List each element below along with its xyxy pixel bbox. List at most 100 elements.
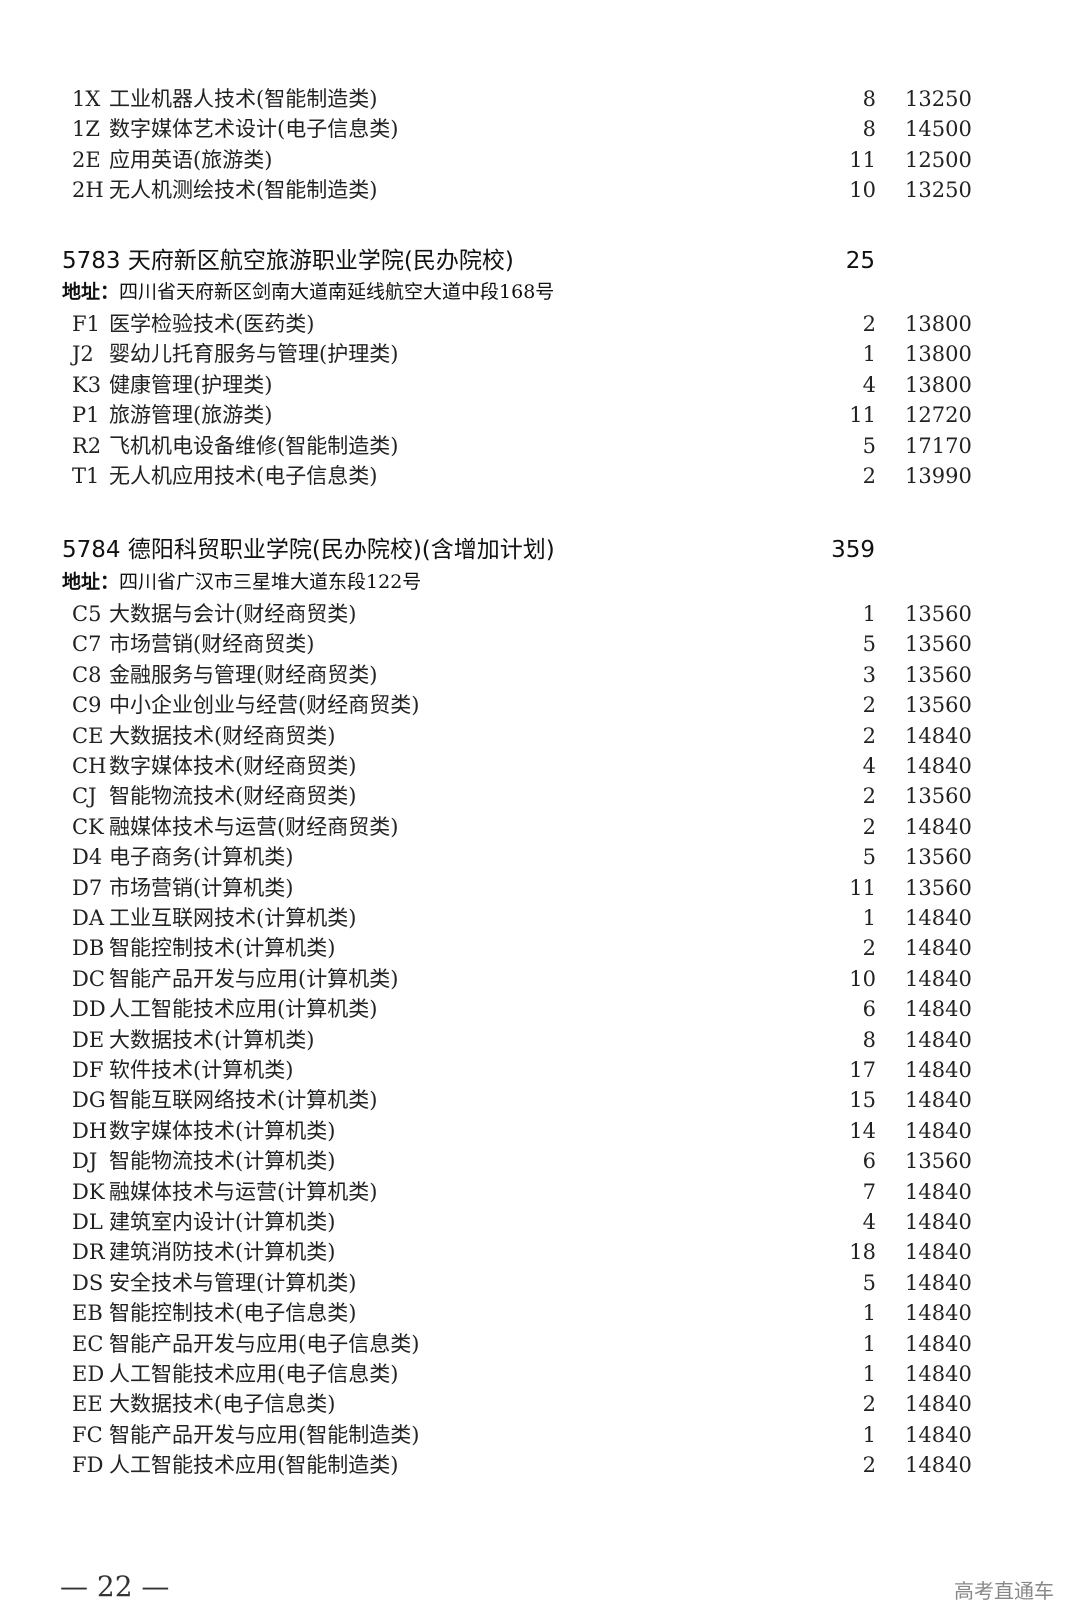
table-row: F1 医学检验技术(医药类) 2 13800 (0, 309, 1080, 339)
table-row: DH 数字媒体技术(计算机类) 14 14840 (0, 1116, 1080, 1146)
plan-count: 4 (862, 1210, 876, 1234)
major-code: DJ (72, 1149, 98, 1174)
table-row: C5 大数据与会计(财经商贸类) 1 13560 (0, 599, 1080, 629)
tuition-fee: 14840 (905, 814, 972, 839)
plan-count: 1 (862, 1301, 876, 1326)
tuition-fee: 13800 (905, 372, 972, 397)
table-row: P1 旅游管理(旅游类) 11 12720 (0, 400, 1080, 430)
major-name: 应用英语(旅游类) (109, 147, 273, 172)
tuition-fee: 14840 (905, 1179, 972, 1204)
plan-count: 17 (849, 1058, 876, 1082)
major-code: C9 (72, 693, 102, 718)
major-name: 建筑室内设计(计算机类) (109, 1210, 336, 1234)
plan-count: 2 (862, 936, 876, 961)
table-row: DD 人工智能技术应用(计算机类) 6 14840 (0, 994, 1080, 1024)
address-value: 四川省广汉市三星堆大道东段122号 (119, 571, 422, 593)
tuition-fee: 13250 (905, 178, 972, 203)
plan-count: 4 (862, 754, 876, 778)
table-row: C7 市场营销(财经商贸类) 5 13560 (0, 629, 1080, 659)
major-code: D7 (72, 875, 103, 900)
table-row: FC 智能产品开发与应用(智能制造类) 1 14840 (0, 1420, 1080, 1450)
table-row: DR 建筑消防技术(计算机类) 18 14840 (0, 1237, 1080, 1267)
plan-count: 6 (862, 1149, 876, 1174)
tuition-fee: 13560 (905, 632, 972, 657)
major-code: D4 (72, 845, 103, 870)
school-total: 25 (845, 248, 875, 274)
school-address: 地址：四川省广汉市三星堆大道东段122号 (62, 568, 421, 596)
address-value: 四川省天府新区剑南大道南延线航空大道中段168号 (119, 281, 555, 303)
major-name: 婴幼儿托育服务与管理(护理类) (109, 342, 399, 367)
plan-count: 1 (862, 342, 876, 367)
major-name: 大数据技术(计算机类) (109, 1027, 315, 1052)
table-row: CK 融媒体技术与运营(财经商贸类) 2 14840 (0, 812, 1080, 842)
major-code: C7 (72, 632, 102, 657)
table-row: DG 智能互联网络技术(计算机类) 15 14840 (0, 1085, 1080, 1115)
tuition-fee: 13560 (905, 602, 972, 626)
tuition-fee: 14840 (905, 1422, 972, 1447)
major-name: 大数据技术(电子信息类) (109, 1392, 336, 1417)
plan-count: 5 (862, 632, 876, 657)
major-code: 1Z (72, 117, 100, 142)
major-code: P1 (72, 403, 100, 428)
major-name: 无人机应用技术(电子信息类) (109, 464, 378, 488)
major-code: CE (72, 723, 104, 748)
plan-count: 5 (862, 1270, 876, 1295)
major-code: FC (72, 1422, 103, 1447)
major-name: 健康管理(护理类) (109, 372, 273, 397)
major-name: 电子商务(计算机类) (109, 845, 294, 870)
major-name: 安全技术与管理(计算机类) (109, 1270, 357, 1295)
major-name: 建筑消防技术(计算机类) (109, 1240, 336, 1265)
plan-count: 5 (862, 845, 876, 870)
plan-count: 8 (862, 1027, 876, 1052)
plan-count: 6 (862, 997, 876, 1022)
table-row: D4 电子商务(计算机类) 5 13560 (0, 842, 1080, 872)
tuition-fee: 14840 (905, 997, 972, 1022)
table-row: DJ 智能物流技术(计算机类) 6 13560 (0, 1146, 1080, 1176)
major-name: 中小企业创业与经营(财经商贸类) (109, 693, 420, 718)
major-name: 智能产品开发与应用(电子信息类) (109, 1331, 420, 1356)
plan-count: 2 (862, 1392, 876, 1417)
table-row: EC 智能产品开发与应用(电子信息类) 1 14840 (0, 1329, 1080, 1359)
tuition-fee: 12720 (905, 403, 972, 428)
plan-count: 2 (862, 312, 876, 336)
plan-count: 2 (862, 784, 876, 809)
tuition-fee: 13800 (905, 342, 972, 367)
tuition-fee: 14840 (905, 1362, 972, 1386)
table-row: K3 健康管理(护理类) 4 13800 (0, 370, 1080, 400)
table-row: FD 人工智能技术应用(智能制造类) 2 14840 (0, 1450, 1080, 1480)
tuition-fee: 14840 (905, 936, 972, 961)
major-name: 智能产品开发与应用(计算机类) (109, 966, 399, 991)
tuition-fee: 14500 (905, 117, 972, 142)
tuition-fee: 14840 (905, 1453, 972, 1478)
major-code: K3 (72, 372, 102, 397)
major-name: 智能控制技术(电子信息类) (109, 1301, 357, 1326)
table-row: D7 市场营销(计算机类) 11 13560 (0, 873, 1080, 903)
major-name: 智能互联网络技术(计算机类) (109, 1088, 378, 1113)
table-row: DF 软件技术(计算机类) 17 14840 (0, 1055, 1080, 1085)
plan-count: 1 (862, 906, 876, 930)
major-code: DC (72, 966, 105, 991)
major-name: 市场营销(财经商贸类) (109, 632, 315, 657)
major-name: 智能产品开发与应用(智能制造类) (109, 1422, 420, 1447)
table-row: ED 人工智能技术应用(电子信息类) 1 14840 (0, 1359, 1080, 1389)
plan-count: 2 (862, 693, 876, 718)
plan-count: 7 (862, 1179, 876, 1204)
major-name: 飞机机电设备维修(智能制造类) (109, 433, 399, 458)
tuition-fee: 13560 (905, 662, 972, 687)
major-name: 人工智能技术应用(计算机类) (109, 997, 378, 1022)
major-name: 数字媒体技术(财经商贸类) (109, 754, 357, 778)
major-code: DA (72, 906, 105, 930)
major-name: 大数据技术(财经商贸类) (109, 723, 336, 748)
tuition-fee: 14840 (905, 1058, 972, 1082)
school-total: 359 (831, 537, 875, 563)
tuition-fee: 14840 (905, 1088, 972, 1113)
plan-count: 14 (849, 1118, 876, 1143)
tuition-fee: 13560 (905, 875, 972, 900)
plan-count: 11 (849, 147, 876, 172)
watermark: 高考直通车 (954, 1579, 1054, 1603)
tuition-fee: 14840 (905, 1270, 972, 1295)
table-row: DE 大数据技术(计算机类) 8 14840 (0, 1025, 1080, 1055)
major-code: EE (72, 1392, 103, 1417)
major-name: 金融服务与管理(财经商贸类) (109, 662, 378, 687)
major-code: F1 (72, 312, 100, 336)
